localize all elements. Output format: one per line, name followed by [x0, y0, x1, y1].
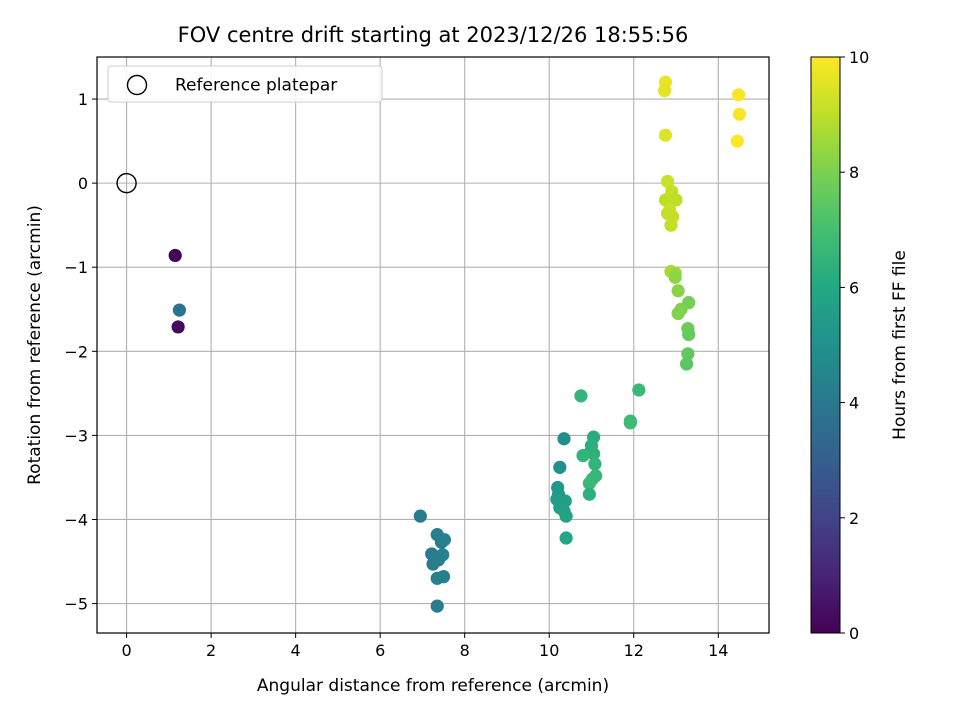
data-point	[172, 303, 187, 317]
legend-box	[107, 65, 383, 103]
data-point	[436, 570, 451, 584]
colorbar-tick-label: 2	[849, 509, 859, 528]
legend: Reference platepar	[107, 65, 383, 103]
data-point	[681, 347, 695, 361]
colorbar-tick-label: 10	[849, 48, 869, 67]
data-point	[588, 457, 602, 471]
x-axis-label: Angular distance from reference (arcmin)	[257, 676, 609, 696]
data-point	[576, 448, 590, 463]
data-point	[171, 320, 185, 334]
colorbar	[810, 56, 841, 634]
y-tick-label: 0	[78, 174, 88, 193]
data-point	[658, 128, 673, 142]
colorbar-tick-label: 0	[849, 624, 859, 643]
chart-title: FOV centre drift starting at 2023/12/26 …	[178, 23, 689, 47]
data-point	[658, 84, 672, 98]
x-tick-label: 10	[539, 641, 559, 660]
x-tick-label: 12	[624, 641, 644, 660]
colorbar-ticks: 0 2 4 6 8 10	[840, 48, 869, 643]
data-point	[574, 389, 588, 403]
y-axis-label: Rotation from reference (arcmin)	[25, 205, 45, 485]
data-point	[430, 599, 444, 613]
data-point	[587, 447, 601, 461]
colorbar-tick-label: 4	[849, 394, 859, 413]
data-point	[730, 134, 744, 148]
data-point	[559, 509, 573, 523]
x-tick-label: 4	[291, 641, 301, 660]
x-tick-label: 8	[460, 641, 470, 660]
reference-marker-layer	[116, 172, 137, 194]
y-tick-label: −3	[64, 426, 88, 445]
data-point	[660, 174, 675, 189]
data-point	[731, 88, 746, 102]
x-tick-label: 0	[121, 641, 131, 660]
y-tick-label: −4	[64, 510, 88, 529]
data-point	[732, 107, 747, 121]
data-point	[553, 460, 567, 474]
reference-platepar-marker	[116, 172, 137, 194]
data-point	[682, 327, 696, 342]
grid	[97, 57, 769, 633]
legend-entry-reference-platepar: Reference platepar	[175, 76, 337, 96]
data-point	[559, 531, 573, 545]
plot-area-frame	[96, 56, 770, 634]
x-tick-label: 6	[375, 641, 385, 660]
data-point	[557, 432, 571, 446]
data-point	[582, 476, 596, 490]
data-point	[679, 357, 694, 371]
colorbar-tick-label: 8	[849, 163, 859, 182]
data-point	[623, 416, 637, 430]
data-point	[632, 383, 646, 397]
data-point	[658, 193, 673, 207]
data-point	[671, 306, 685, 321]
legend-reference-marker-icon	[126, 74, 148, 96]
data-point	[664, 218, 678, 232]
x-tick-label: 14	[708, 641, 728, 660]
colorbar-label: Hours from first FF file	[890, 250, 910, 440]
data-point	[413, 509, 427, 523]
x-axis-ticks: 0 2 4 6 8 10 12 14	[121, 633, 728, 660]
data-point	[582, 487, 596, 501]
y-tick-label: 1	[78, 90, 88, 109]
data-point	[668, 270, 682, 284]
y-axis-ticks: −5 −4 −3 −2 −1 0 1	[64, 90, 97, 614]
data-point	[168, 248, 182, 263]
y-tick-label: −2	[64, 342, 88, 361]
y-tick-label: −1	[64, 258, 88, 277]
data-points	[168, 75, 747, 613]
data-point	[671, 284, 685, 298]
data-point	[426, 557, 440, 571]
x-tick-label: 2	[206, 641, 216, 660]
data-point	[669, 193, 683, 207]
y-tick-label: −5	[64, 595, 88, 614]
colorbar-tick-label: 6	[849, 278, 859, 297]
data-point	[437, 533, 452, 547]
